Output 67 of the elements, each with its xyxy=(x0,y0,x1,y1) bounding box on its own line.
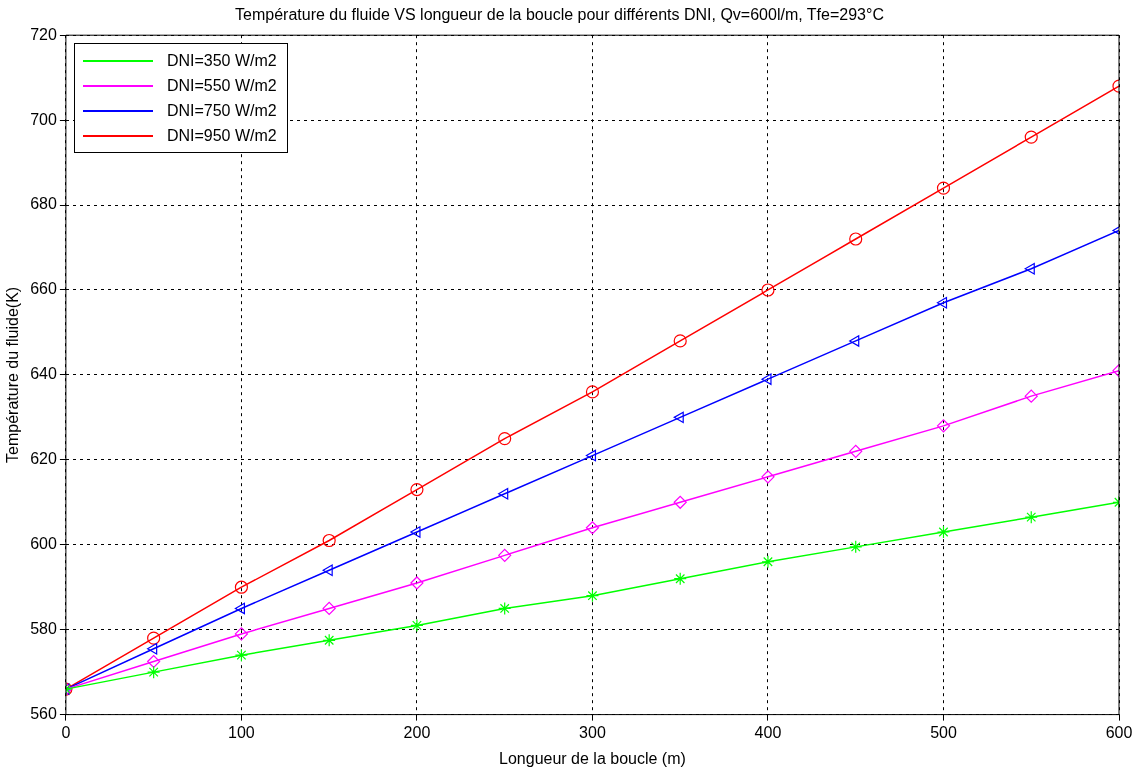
point xyxy=(585,521,600,535)
point xyxy=(410,526,421,538)
point xyxy=(849,232,863,246)
point xyxy=(761,283,775,297)
y-tick-label: 600 xyxy=(30,535,57,553)
point xyxy=(1024,130,1038,144)
point xyxy=(322,533,336,548)
x-tick-label: 600 xyxy=(1105,723,1133,741)
point xyxy=(322,633,336,647)
point xyxy=(673,334,687,348)
point xyxy=(322,564,333,577)
y-tick-label: 700 xyxy=(30,110,57,128)
point xyxy=(498,488,509,500)
point xyxy=(936,296,948,309)
x-tick-label: 500 xyxy=(930,723,957,741)
point xyxy=(849,335,860,347)
point xyxy=(234,627,249,641)
point xyxy=(849,540,863,554)
point xyxy=(147,642,158,655)
point xyxy=(673,495,687,509)
chart-title: Température du fluide VS longueur de la boucle pour différents DNI, Qv=600l/m, Tfe=293°C xyxy=(235,6,884,24)
x-tick-label: 200 xyxy=(403,723,431,741)
point xyxy=(585,589,600,603)
point xyxy=(147,654,161,669)
point xyxy=(234,602,246,615)
legend-label: DNI=950 W/m2 xyxy=(166,126,277,145)
x-tick-label: 0 xyxy=(61,723,71,741)
x-tick-label: 300 xyxy=(579,723,606,741)
point xyxy=(936,181,951,195)
legend-label: DNI=550 W/m2 xyxy=(166,76,277,95)
point xyxy=(498,548,512,562)
point xyxy=(761,555,775,569)
point xyxy=(498,431,512,446)
legend-label: DNI=350 W/m2 xyxy=(166,51,277,70)
point xyxy=(410,576,424,590)
point xyxy=(849,444,863,458)
x-axis-title: Longueur de la boucle (m) xyxy=(499,749,686,767)
point xyxy=(673,572,687,586)
point xyxy=(147,631,161,645)
point xyxy=(410,618,424,633)
point xyxy=(585,385,600,399)
legend-label: DNI=750 W/m2 xyxy=(166,101,277,120)
point xyxy=(1024,262,1035,275)
point xyxy=(498,601,512,616)
point xyxy=(673,411,684,424)
point xyxy=(234,580,249,594)
point xyxy=(234,648,249,662)
x-tick-label: 100 xyxy=(228,723,255,741)
point xyxy=(1024,389,1038,403)
y-tick-label: 580 xyxy=(30,620,57,638)
y-tick-label: 680 xyxy=(30,195,57,213)
point xyxy=(1024,510,1038,524)
point xyxy=(761,470,775,484)
point xyxy=(410,482,424,497)
y-tick-label: 660 xyxy=(30,280,57,298)
point xyxy=(936,525,951,539)
x-tick-label: 400 xyxy=(754,723,782,741)
y-tick-label: 720 xyxy=(30,25,57,43)
point xyxy=(585,449,597,462)
y-axis-title: Température du fluide(K) xyxy=(4,286,22,463)
y-tick-label: 620 xyxy=(30,450,57,468)
point xyxy=(147,665,161,679)
y-tick-label: 560 xyxy=(30,705,57,723)
y-tick-label: 640 xyxy=(30,365,57,383)
point xyxy=(322,601,336,616)
point xyxy=(761,373,772,385)
point xyxy=(936,419,951,433)
